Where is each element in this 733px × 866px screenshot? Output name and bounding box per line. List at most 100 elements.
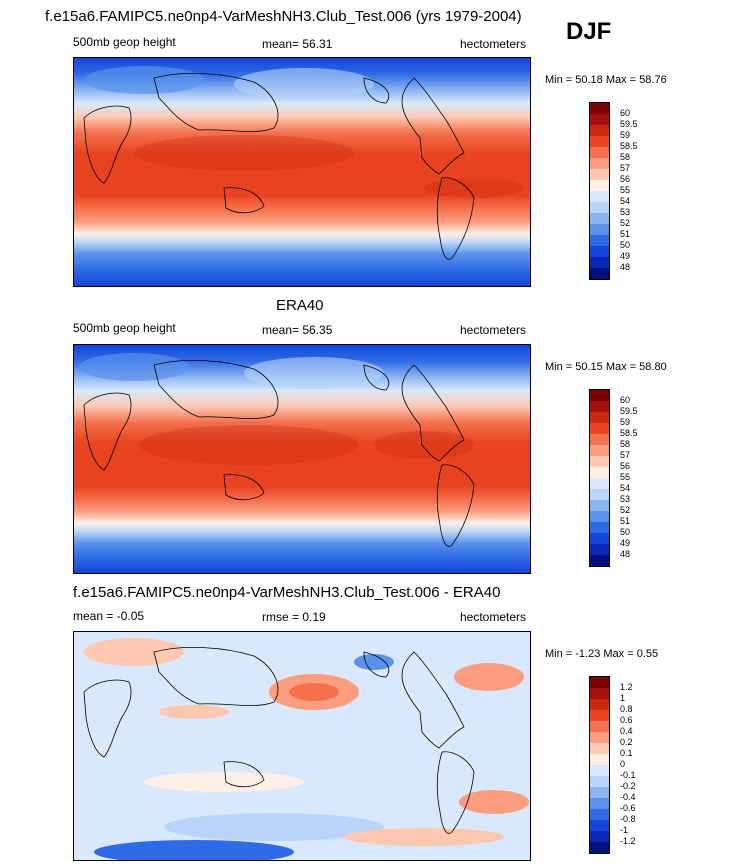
colorbar-swatch <box>590 710 609 721</box>
season-label: DJF <box>566 18 612 45</box>
colorbar-tick-label: 59.5 <box>620 119 638 129</box>
colorbar-swatch <box>590 147 609 158</box>
colorbar-swatch <box>590 831 609 842</box>
colorbar-tick-label: 52 <box>620 505 631 515</box>
colorbar-tick-label: 0.1 <box>620 748 633 758</box>
colorbar-swatch <box>590 390 609 401</box>
colorbar-tick-label: 55 <box>620 472 631 482</box>
colorbar-tick-label: 0.8 <box>620 704 633 714</box>
colorbar-tick-label: 0.2 <box>620 737 633 747</box>
colorbar-tick-label: 58 <box>620 439 631 449</box>
colorbar-tick-label: 54 <box>620 196 631 206</box>
colorbar-swatch <box>590 478 609 489</box>
colorbar-tick-label: 53 <box>620 207 631 217</box>
panel-title-model: f.e15a6.FAMIPC5.ne0np4-VarMeshNH3.Club_T… <box>45 8 522 25</box>
colorbar-swatch <box>590 125 609 136</box>
colorbar-swatch <box>590 412 609 423</box>
panel-title-obs: ERA40 <box>276 297 324 314</box>
colorbar-swatch <box>590 235 609 246</box>
colorbar-tick-label: -1 <box>620 825 629 835</box>
colorbar-tick-label: 58.5 <box>620 428 638 438</box>
colorbar-swatch <box>590 533 609 544</box>
colorbar-tick-label: -0.1 <box>620 770 636 780</box>
colorbar-obs <box>589 389 610 567</box>
contour-map-model <box>73 57 531 287</box>
contour-field-obs <box>74 345 530 573</box>
colorbar-swatch <box>590 721 609 732</box>
colorbar-swatch <box>590 743 609 754</box>
colorbar-swatch <box>590 489 609 500</box>
colorbar-tick-label: 51 <box>620 516 631 526</box>
colorbar-tick-label: 59 <box>620 417 631 427</box>
colorbar-swatch <box>590 544 609 555</box>
colorbar-swatch <box>590 257 609 268</box>
colorbar-tick-label: 60 <box>620 395 631 405</box>
colorbar-diff <box>589 676 610 854</box>
colorbar-swatch <box>590 511 609 522</box>
colorbar-swatch <box>590 842 609 853</box>
colorbar-tick-label: 54 <box>620 483 631 493</box>
colorbar-swatch <box>590 522 609 533</box>
colorbar-swatch <box>590 798 609 809</box>
rmse-label-diff: rmse = 0.19 <box>262 610 326 624</box>
colorbar-tick-label: 56 <box>620 461 631 471</box>
minmax-label-model: Min = 50.18 Max = 58.76 <box>545 74 667 86</box>
colorbar-swatch <box>590 809 609 820</box>
colorbar-swatch <box>590 677 609 688</box>
colorbar-tick-label: -0.8 <box>620 814 636 824</box>
colorbar-swatch <box>590 136 609 147</box>
colorbar-swatch <box>590 445 609 456</box>
colorbar-swatch <box>590 180 609 191</box>
colorbar-swatch <box>590 202 609 213</box>
colorbar-swatch <box>590 732 609 743</box>
field-label-obs: 500mb geop height <box>73 321 176 335</box>
colorbar-tick-label: -1.2 <box>620 836 636 846</box>
colorbar-swatch <box>590 246 609 257</box>
colorbar-swatch <box>590 114 609 125</box>
colorbar-tick-label: 53 <box>620 494 631 504</box>
colorbar-tick-label: 58.5 <box>620 141 638 151</box>
colorbar-swatch <box>590 268 609 279</box>
colorbar-tick-label: 52 <box>620 218 631 228</box>
colorbar-tick-label: 0.4 <box>620 726 633 736</box>
colorbar-swatch <box>590 158 609 169</box>
units-label-obs: hectometers <box>460 323 527 337</box>
mean-label-model: mean= 56.31 <box>262 37 333 51</box>
colorbar-tick-label: 50 <box>620 240 631 250</box>
colorbar-swatch <box>590 820 609 831</box>
colorbar-swatch <box>590 555 609 566</box>
colorbar-tick-label: 50 <box>620 527 631 537</box>
colorbar-swatch <box>590 688 609 699</box>
colorbar-swatch <box>590 699 609 710</box>
colorbar-swatch <box>590 103 609 114</box>
colorbar-tick-label: 49 <box>620 251 631 261</box>
colorbar-swatch <box>590 776 609 787</box>
colorbar-swatch <box>590 765 609 776</box>
colorbar-swatch <box>590 787 609 798</box>
colorbar-tick-label: 0 <box>620 759 626 769</box>
colorbar-swatch <box>590 434 609 445</box>
mean-label-obs: mean= 56.35 <box>262 323 333 337</box>
colorbar-tick-label: 57 <box>620 450 631 460</box>
colorbar-swatch <box>590 754 609 765</box>
contour-map-diff <box>73 631 531 861</box>
colorbar-tick-label: -0.2 <box>620 781 636 791</box>
colorbar-swatch <box>590 467 609 478</box>
field-label-model: 500mb geop height <box>73 35 176 49</box>
colorbar-swatch <box>590 213 609 224</box>
contour-field-model <box>74 58 530 286</box>
colorbar-swatch <box>590 500 609 511</box>
units-label-model: hectometers <box>460 37 527 51</box>
colorbar-swatch <box>590 191 609 202</box>
colorbar-swatch <box>590 456 609 467</box>
colorbar-swatch <box>590 423 609 434</box>
minmax-label-diff: Min = -1.23 Max = 0.55 <box>545 648 659 660</box>
colorbar-tick-label: 49 <box>620 538 631 548</box>
contour-field-diff <box>74 632 530 860</box>
colorbar-tick-label: 48 <box>620 549 631 559</box>
colorbar-tick-label: 55 <box>620 185 631 195</box>
colorbar-tick-label: 59 <box>620 130 631 140</box>
colorbar-tick-label: 48 <box>620 262 631 272</box>
colorbar-tick-label: 57 <box>620 163 631 173</box>
minmax-label-obs: Min = 50.15 Max = 58.80 <box>545 361 667 373</box>
